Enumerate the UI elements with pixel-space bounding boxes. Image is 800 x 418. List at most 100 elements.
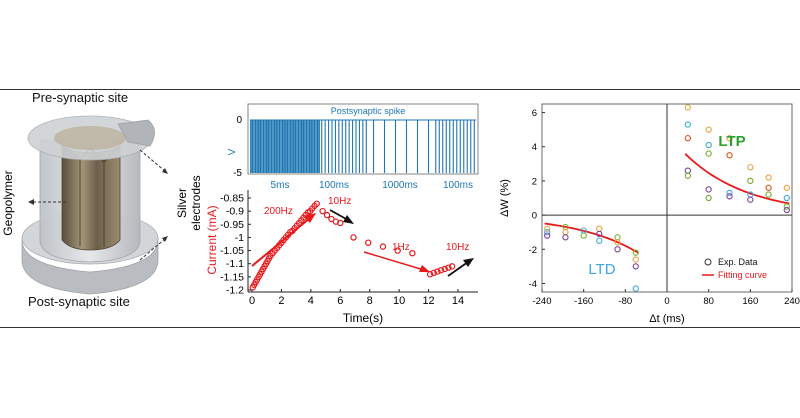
stdp-ylabel: ΔW (%)	[499, 179, 511, 217]
spike-ytick-1: -5	[233, 168, 242, 179]
stdp-point	[765, 184, 772, 191]
spike-chart: Postsynaptic spike 0 -5 V 5ms 100ms 1000…	[205, 103, 479, 325]
stdp-point	[705, 141, 712, 149]
current-xtick-label: 6	[337, 295, 343, 307]
stdp-point	[632, 285, 639, 292]
stdp-point	[632, 249, 639, 256]
current-ytick-label: -1.15	[220, 271, 244, 283]
stdp-point	[765, 174, 772, 181]
spike-seg-label-3: 100ms	[443, 180, 473, 191]
stdp-xlabel: Δt (ms)	[649, 313, 684, 325]
annot-10hz-a: 10Hz	[328, 196, 351, 207]
ltd-label: LTD	[588, 261, 615, 278]
ltp-label: LTP	[718, 133, 745, 150]
stdp-chart: -240 -160 -80 0 80 160 240 6 4 2 0 -2 -4 LTP LTD Δt …	[499, 103, 800, 325]
current-ylabel: Current (mA)	[205, 205, 219, 274]
annot-10hz-b: 10Hz	[446, 242, 469, 253]
legend-fit-curve: Fitting curve	[718, 270, 767, 280]
current-point	[313, 200, 320, 207]
spike-ytick-0: 0	[236, 115, 242, 126]
arrow-1hz	[363, 251, 425, 271]
legend-marker-exp	[704, 258, 712, 266]
fit-curve-ltd	[544, 222, 639, 254]
stdp-point	[726, 135, 733, 142]
stdp-ytick-label: 0	[532, 211, 537, 222]
current-point	[319, 207, 326, 215]
current-point	[337, 219, 344, 227]
stdp-point	[684, 135, 691, 142]
current-xlabel: Time(s)	[343, 311, 383, 325]
stdp-point	[614, 246, 621, 253]
stdp-point	[726, 193, 733, 200]
arrow-10hz-a	[329, 209, 349, 221]
current-point	[394, 247, 401, 254]
stdp-point	[765, 191, 772, 198]
current-ytick-label: -0.9	[226, 206, 244, 218]
stdp-point	[705, 150, 712, 157]
current-xtick-label: 10	[393, 295, 405, 307]
geopolymer-core	[61, 145, 121, 251]
stdp-ytick-label: 4	[532, 142, 537, 153]
stdp-point	[726, 152, 733, 159]
current-point	[365, 239, 372, 246]
stdp-point	[544, 232, 551, 239]
stdp-xtick-label: 0	[664, 296, 669, 307]
current-point	[448, 263, 456, 270]
current-point	[409, 249, 416, 257]
current-ytick-label: -1.05	[220, 245, 244, 257]
stdp-point	[614, 239, 621, 246]
silver-electrodes-label-1: Silver	[175, 188, 189, 219]
current-ytick-label: -1.1	[226, 258, 244, 270]
spike-ylabel: V	[227, 148, 238, 155]
stdp-point	[783, 203, 790, 210]
stdp-point	[783, 184, 790, 191]
current-xtick-label: 8	[367, 295, 373, 307]
spike-seg-label-2: 1000ms	[382, 180, 418, 191]
current-xtick-label: 2	[278, 295, 284, 307]
current-point	[323, 211, 331, 219]
stdp-point	[544, 225, 551, 232]
stdp-point	[747, 164, 754, 171]
current-point	[379, 243, 387, 250]
stdp-point	[684, 104, 691, 111]
stdp-xtick-label: 160	[742, 296, 758, 307]
spike-title: Postsynaptic spike	[331, 106, 406, 116]
stdp-point	[747, 177, 754, 185]
stdp-point	[726, 189, 733, 197]
stdp-xtick-label: -240	[532, 296, 551, 307]
current-point	[434, 268, 441, 275]
current-point	[437, 267, 445, 274]
current-point	[430, 269, 437, 277]
current-ytick-label: -0.85	[220, 193, 244, 205]
stdp-xtick-label: 240	[784, 296, 800, 307]
top-electrode	[117, 119, 155, 147]
stdp-xtick-label: -80	[618, 296, 632, 307]
annot-1hz: 1Hz	[392, 242, 410, 253]
stdp-xtick-label: 80	[703, 296, 714, 307]
stdp-ytick-label: -4	[529, 279, 537, 290]
stdp-point	[684, 172, 691, 179]
bottom-rule	[0, 327, 800, 328]
stdp-point	[580, 232, 587, 239]
spike-seg-label-0: 5ms	[271, 180, 290, 191]
legend-exp-data: Exp. Data	[718, 257, 758, 267]
current-ytick-label: -1	[235, 232, 244, 244]
current-xtick-label: 4	[308, 295, 314, 307]
stdp-point	[705, 126, 712, 133]
stdp-point	[632, 263, 639, 270]
current-xtick-label: 0	[249, 295, 255, 307]
current-ytick-label: -0.95	[220, 219, 244, 231]
arrow-200hz	[251, 217, 311, 267]
stdp-point	[544, 229, 551, 236]
stdp-point	[705, 186, 712, 193]
stdp-point	[562, 234, 569, 241]
current-ytick-label: -1.2	[226, 285, 244, 297]
stdp-point	[596, 237, 603, 244]
stdp-point	[632, 256, 639, 263]
top-rule	[0, 89, 800, 90]
stdp-point	[783, 206, 790, 214]
current-point	[350, 234, 357, 241]
geopolymer-label: Geopolymer	[1, 170, 15, 236]
current-point	[426, 271, 434, 278]
device-illustration	[21, 115, 168, 295]
